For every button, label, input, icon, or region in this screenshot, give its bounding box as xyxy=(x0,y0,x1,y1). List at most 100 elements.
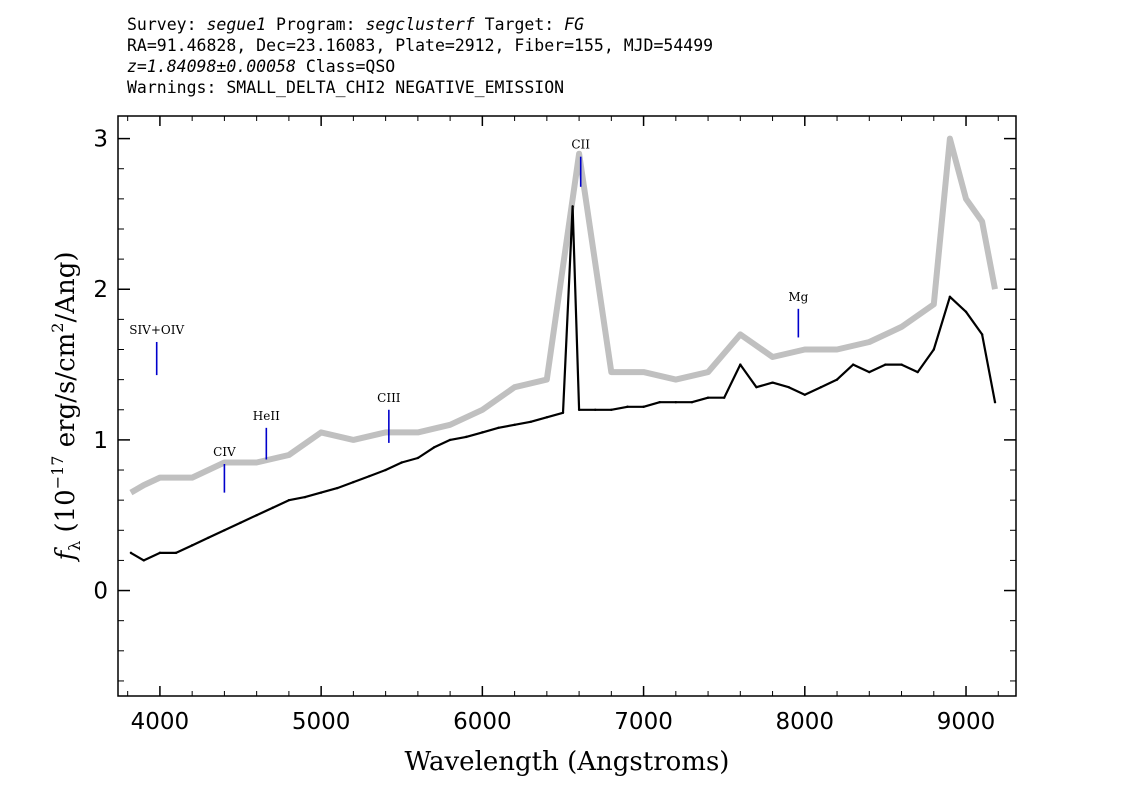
flux-point xyxy=(561,411,565,414)
flux-point xyxy=(271,506,274,509)
flux-point xyxy=(448,438,452,442)
flux-point xyxy=(513,423,516,427)
flux-point xyxy=(787,385,790,389)
flux-point xyxy=(432,446,436,449)
spectrum-header: Survey: segue1 Program: segclusterf Targ… xyxy=(127,14,713,98)
flux-point xyxy=(755,385,758,389)
flux-point xyxy=(497,426,500,430)
y-axis-title-unit-b: erg/s/cm xyxy=(51,333,81,456)
x-tick-label: 8000 xyxy=(776,709,835,735)
program-label: Program: xyxy=(276,15,356,34)
noise-envelope-series xyxy=(129,135,998,496)
flux-point xyxy=(545,416,549,419)
flux-point xyxy=(571,205,574,208)
flux-point xyxy=(529,420,532,424)
flux-point xyxy=(626,405,629,408)
flux-point xyxy=(190,544,194,547)
y-axis-title-lambda: λ xyxy=(65,541,84,551)
x-tick-label: 6000 xyxy=(453,709,512,735)
flux-point xyxy=(319,491,323,494)
emission-line-label: HeII xyxy=(253,409,280,423)
axes-group: 4000 5000 6000 7000 8000 9000 0 1 2 3 xyxy=(93,116,1016,735)
y-tick-label: 2 xyxy=(93,277,108,303)
header-line-coordinates: RA=91.46828, Dec=23.16083, Plate=2912, F… xyxy=(127,36,714,55)
flux-point xyxy=(384,468,387,472)
survey-value: segue1 xyxy=(206,15,267,34)
flux-point xyxy=(577,408,581,411)
x-axis-title: Wavelength (Angstroms) xyxy=(405,747,730,777)
program-value: segclusterf xyxy=(365,15,475,34)
header-line-survey: Survey: segue1 Program: segclusterf Targ… xyxy=(127,14,713,35)
flux-point xyxy=(771,381,774,384)
y-tick-label: 1 xyxy=(93,428,108,454)
header-line-warnings: Warnings: SMALL_DELTA_CHI2 NEGATIVE_EMIS… xyxy=(127,78,565,97)
y-tick-label: 3 xyxy=(93,127,108,153)
flux-point xyxy=(722,396,726,399)
flux-point xyxy=(739,363,742,366)
flux-point xyxy=(948,295,952,298)
flux-point xyxy=(352,480,355,484)
flux-point xyxy=(303,495,307,499)
class-value: Class=QSO xyxy=(305,57,396,76)
flux-point xyxy=(174,551,178,555)
noise-envelope-group xyxy=(129,135,998,496)
flux-point xyxy=(416,456,420,460)
flux-point xyxy=(851,363,855,366)
emission-lines-group: SIV+OIV CIV HeII CIII CII Mg xyxy=(129,138,809,493)
flux-point xyxy=(642,405,645,408)
y-tick-label: 0 xyxy=(93,579,108,605)
header-line-redshift: z=1.84098±0.00058 Class=QSO xyxy=(127,56,713,77)
flux-point xyxy=(884,363,887,366)
plot-frame xyxy=(117,115,1017,697)
flux-point xyxy=(255,514,258,517)
flux-point xyxy=(481,431,484,434)
y-axis-title-exp2: 2 xyxy=(48,323,67,333)
flux-point xyxy=(674,401,678,404)
flux-point xyxy=(916,370,919,374)
flux-point xyxy=(900,363,903,366)
target-label: Target: xyxy=(484,15,555,34)
y-axis-title: fλ (10−17 erg/s/cm2/Ang) xyxy=(48,251,84,562)
flux-point xyxy=(932,348,935,351)
flux-point xyxy=(239,521,242,524)
flux-series xyxy=(130,205,997,562)
flux-point xyxy=(223,529,226,532)
flux-point xyxy=(964,310,968,314)
flux-point xyxy=(336,486,339,490)
flux-point xyxy=(835,378,839,381)
x-tick-label: 5000 xyxy=(292,709,351,735)
emission-line-label: CII xyxy=(571,138,590,152)
flux-point xyxy=(980,333,984,336)
flux-point xyxy=(142,559,145,562)
emission-line-label: CIV xyxy=(213,445,236,459)
flux-point xyxy=(465,435,468,439)
flux-point xyxy=(803,393,807,396)
flux-point xyxy=(690,401,694,404)
target-value: FG xyxy=(564,15,585,34)
flux-point xyxy=(129,551,133,555)
x-tick-label: 4000 xyxy=(131,709,190,735)
flux-point xyxy=(610,408,613,411)
flux-point xyxy=(368,474,371,478)
x-tick-label: 7000 xyxy=(614,709,673,735)
y-axis-title-exp1: −17 xyxy=(48,456,67,490)
x-tick-label: 9000 xyxy=(937,709,996,735)
survey-label: Survey: xyxy=(127,15,197,34)
redshift-value: z=1.84098±0.00058 xyxy=(127,57,296,76)
flux-point xyxy=(594,408,597,411)
flux-point xyxy=(207,536,210,540)
flux-point xyxy=(819,385,823,389)
flux-point xyxy=(287,498,291,502)
y-axis-title-group: fλ (10−17 erg/s/cm2/Ang) xyxy=(48,251,84,562)
flux-point xyxy=(158,551,162,555)
y-axis-title-unit-a: (10 xyxy=(51,489,81,541)
flux-group xyxy=(129,205,997,562)
flux-point xyxy=(400,461,403,464)
flux-point xyxy=(706,396,710,399)
y-axis-title-unit-c: /Ang) xyxy=(51,251,81,322)
emission-line-label: CIII xyxy=(377,391,401,405)
flux-point xyxy=(993,401,997,404)
emission-line-label: SIV+OIV xyxy=(129,323,184,337)
emission-line-label: Mg xyxy=(788,290,808,304)
